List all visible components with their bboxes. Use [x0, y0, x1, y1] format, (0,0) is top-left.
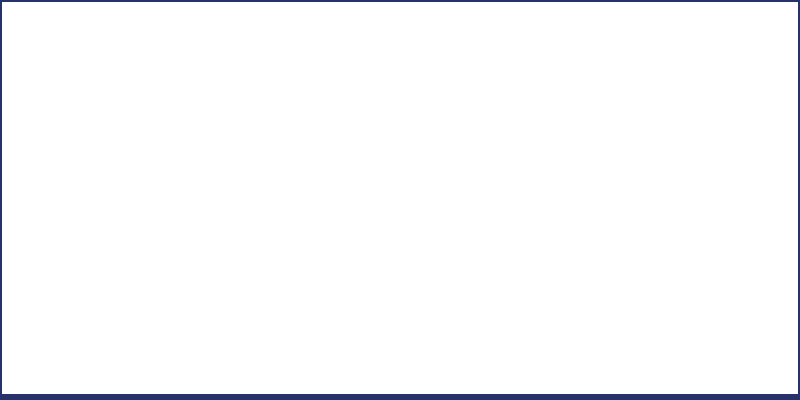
- cape-chart: [2, 2, 798, 396]
- pluim-chart-frame: [0, 0, 800, 400]
